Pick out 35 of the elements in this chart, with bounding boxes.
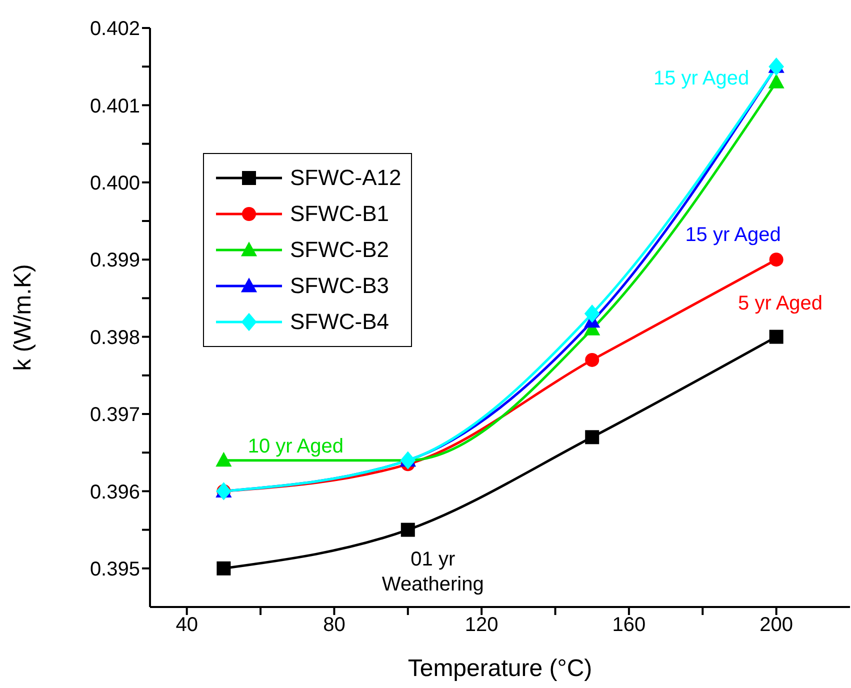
legend-label: SFWC-A12 bbox=[290, 165, 402, 191]
y-tick-label: 0.401 bbox=[90, 95, 140, 118]
annotation: 10 yr Aged bbox=[248, 435, 344, 458]
annotation: 5 yr Aged bbox=[738, 292, 823, 315]
legend-label: SFWC-B4 bbox=[290, 309, 389, 335]
point bbox=[769, 252, 784, 267]
x-axis-title: Temperature (°C) bbox=[408, 655, 592, 682]
annotation: 15 yr Aged bbox=[654, 68, 750, 90]
x-tick-label: 40 bbox=[176, 614, 198, 636]
y-tick-label: 0.402 bbox=[90, 18, 140, 40]
legend-label: SFWC-B2 bbox=[290, 237, 389, 263]
point bbox=[768, 74, 784, 88]
y-tick-label: 0.398 bbox=[90, 326, 140, 349]
y-tick-label: 0.395 bbox=[90, 558, 140, 580]
x-tick-label: 160 bbox=[612, 614, 646, 636]
annotation: 15 yr Aged bbox=[685, 224, 781, 246]
x-tick-label: 200 bbox=[760, 614, 794, 636]
annotation: 01 yr Weathering bbox=[382, 548, 484, 596]
point bbox=[216, 561, 231, 576]
y-axis-title: k (W/m.K) bbox=[10, 264, 37, 371]
point bbox=[400, 522, 415, 537]
point bbox=[585, 352, 600, 367]
x-tick-label: 120 bbox=[464, 614, 498, 636]
x-tick-label: 80 bbox=[323, 614, 346, 636]
legend-label: SFWC-B1 bbox=[290, 201, 389, 227]
y-tick-label: 0.397 bbox=[90, 404, 140, 426]
point bbox=[584, 304, 600, 323]
y-tick-label: 0.399 bbox=[90, 250, 140, 272]
point bbox=[585, 430, 600, 444]
text: 0.400 bbox=[90, 172, 140, 194]
point bbox=[216, 452, 232, 467]
point bbox=[769, 330, 784, 344]
y-tick-label: 0.396 bbox=[90, 481, 140, 504]
legend-label: SFWC-B3 bbox=[290, 273, 389, 299]
point bbox=[768, 58, 784, 76]
